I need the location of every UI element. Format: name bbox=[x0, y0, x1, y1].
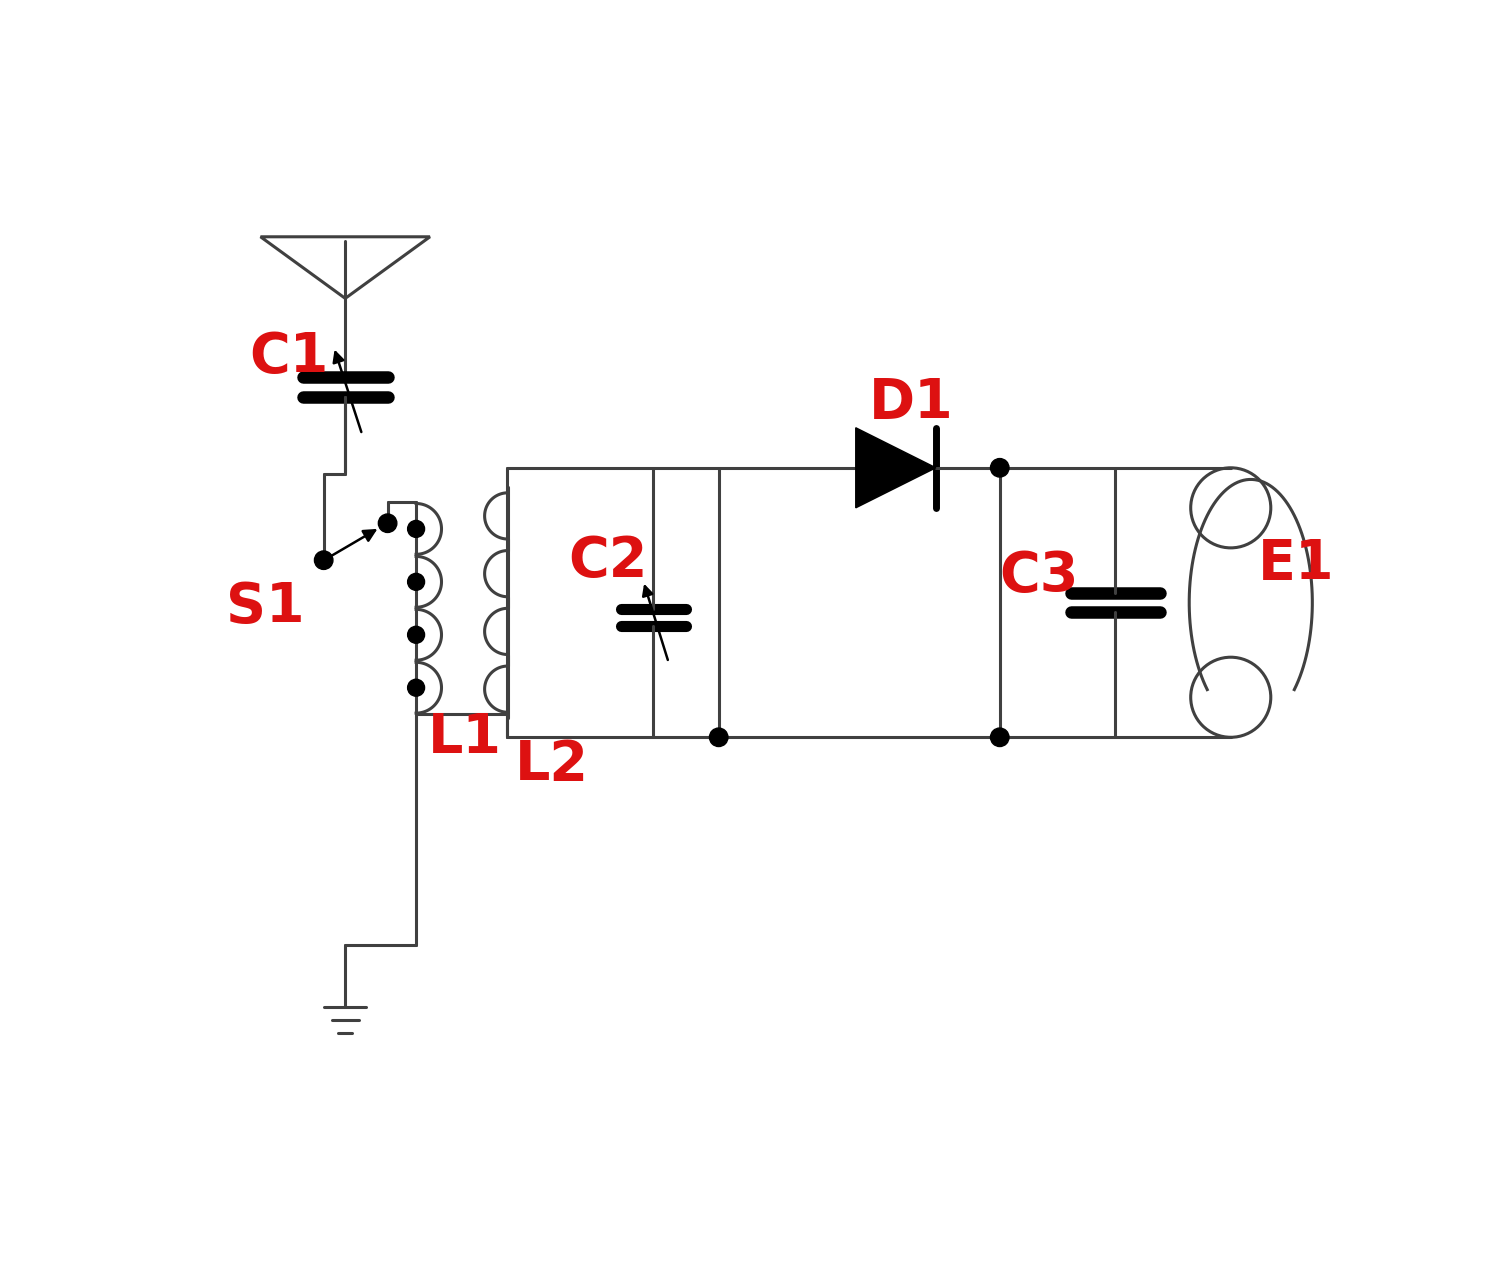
Polygon shape bbox=[856, 427, 936, 508]
Circle shape bbox=[408, 574, 424, 590]
Text: S1: S1 bbox=[226, 580, 304, 634]
Text: E1: E1 bbox=[1257, 537, 1335, 591]
Circle shape bbox=[990, 459, 1010, 477]
Text: C2: C2 bbox=[568, 533, 648, 588]
Circle shape bbox=[408, 521, 424, 537]
Circle shape bbox=[990, 728, 1010, 747]
Circle shape bbox=[710, 728, 728, 747]
Text: C3: C3 bbox=[999, 549, 1078, 603]
Text: L2: L2 bbox=[514, 738, 588, 792]
Text: L1: L1 bbox=[427, 711, 501, 764]
Circle shape bbox=[408, 627, 424, 643]
Circle shape bbox=[378, 514, 398, 532]
Circle shape bbox=[315, 551, 333, 570]
Text: D1: D1 bbox=[868, 376, 954, 430]
Circle shape bbox=[408, 680, 424, 696]
Text: C1: C1 bbox=[249, 329, 328, 383]
